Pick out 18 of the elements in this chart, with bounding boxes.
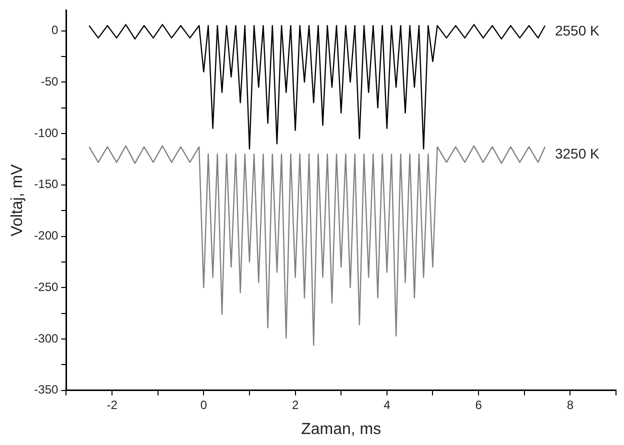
x-tick-label: 6	[475, 398, 482, 412]
series-label: 3250 K	[554, 145, 600, 162]
y-tick-label: -350	[34, 382, 59, 397]
y-tick-label: -300	[34, 331, 59, 346]
x-tick-label: -2	[106, 398, 118, 412]
x-tick-label: 8	[566, 398, 574, 412]
x-axis-title: Zaman, ms	[301, 420, 382, 438]
series-label: 2550 K	[554, 22, 600, 39]
y-tick-label: 0	[52, 23, 59, 38]
x-tick-label: 2	[292, 398, 299, 412]
y-tick-label: -250	[34, 280, 59, 294]
x-tick-label: 0	[200, 398, 208, 412]
y-tick-label: -200	[34, 228, 59, 243]
y-axis-title: Voltaj, mV	[9, 164, 26, 236]
y-tick-label: -150	[34, 177, 59, 192]
y-tick-label: -100	[34, 126, 59, 140]
x-tick-label: 4	[384, 398, 391, 412]
y-tick-label: -50	[40, 74, 59, 88]
